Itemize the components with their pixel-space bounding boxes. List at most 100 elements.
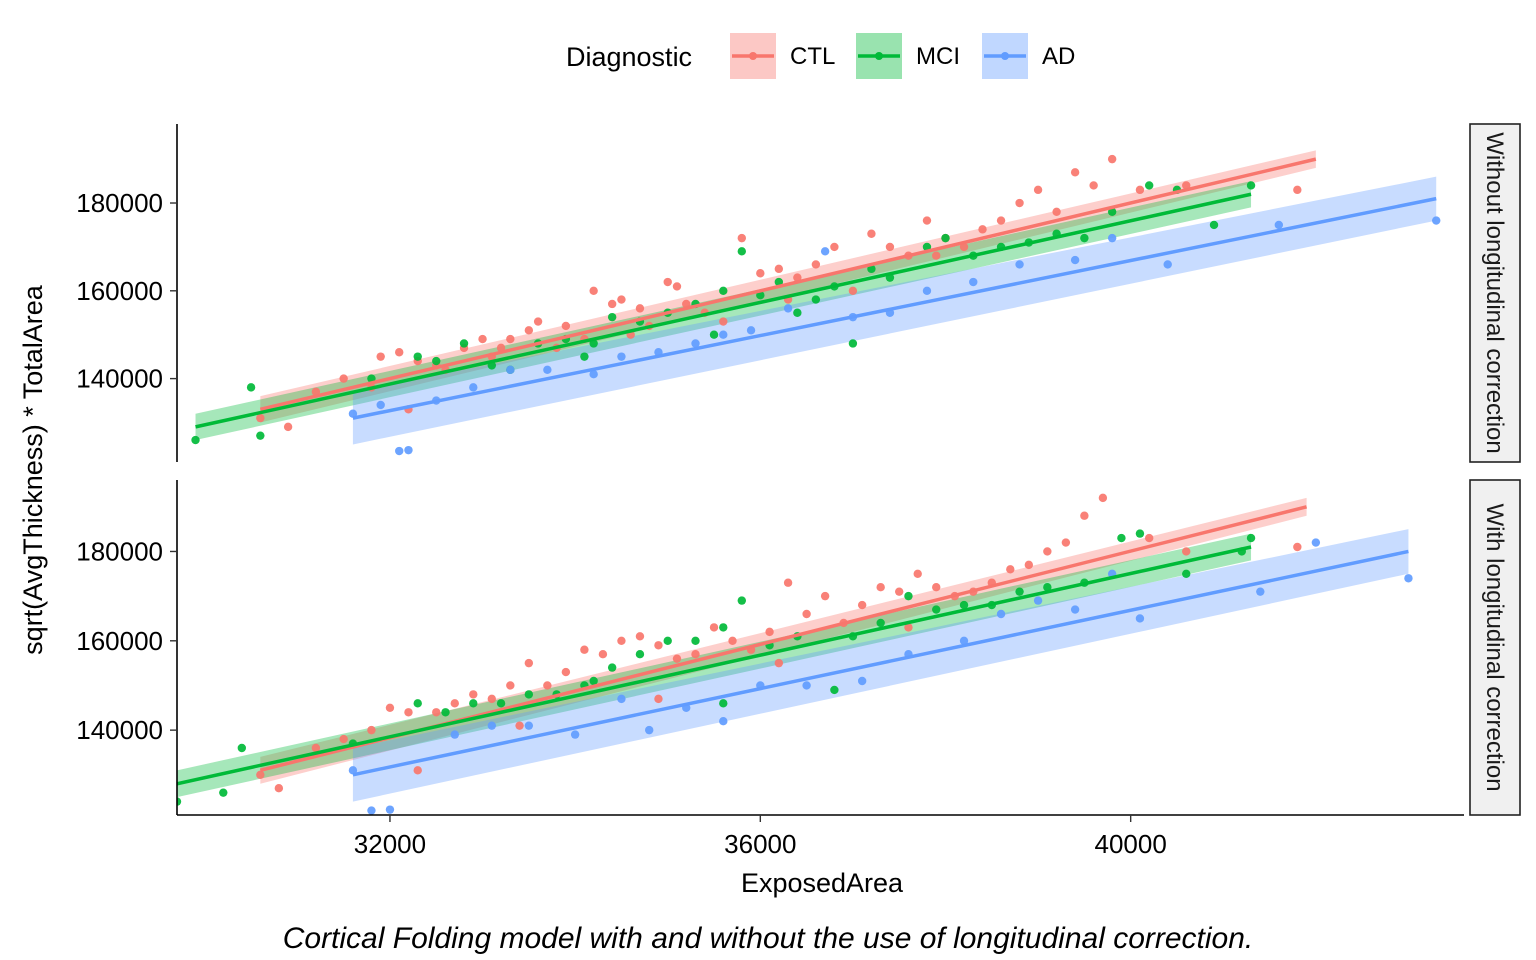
data-point-mci [848,339,858,348]
data-point-ctl [543,681,552,690]
data-point-ctl [561,667,571,677]
data-point-mci [469,699,478,708]
data-point-mci [737,247,746,256]
data-point-mci [1144,181,1154,190]
data-point-ctl [1293,542,1302,552]
data-point-ctl [876,583,885,592]
data-point-ad [719,717,728,726]
data-point-ad [1107,233,1117,243]
data-point-ad [922,286,932,296]
data-point-ctl [376,352,385,361]
data-point-ctl [404,708,413,717]
data-point-ctl [932,583,941,592]
data-point-ctl [589,286,598,296]
data-point-ctl [913,569,922,578]
data-point-mci [691,636,700,645]
data-point-ctl [1033,185,1043,195]
y-axis-title: sqrt(AvgThickness) * TotalArea [18,284,48,655]
data-point-ad [1163,260,1172,269]
data-point-ctl [1182,547,1191,556]
legend-item-ctl: CTL [730,33,835,79]
data-point-ctl [1293,185,1302,195]
data-point-ad [645,725,654,735]
legend-label-ctl: CTL [790,43,835,70]
data-point-ctl [515,721,524,730]
data-point-ad [1256,587,1265,596]
data-point-ctl [1070,168,1080,177]
data-point-mci [941,233,950,243]
confidence-band-ad [352,529,1409,802]
data-point-ctl [283,422,293,432]
data-point-ad [1070,605,1080,614]
panel-2: 140000 160000 180000 With longitudinal corr… [76,479,1521,816]
data-point-ad [820,247,830,256]
data-point-ad [802,681,811,690]
data-point-mci [737,596,746,605]
data-point-ctl [895,587,904,596]
data-point-ctl [663,277,672,287]
data-point-mci [1182,569,1191,578]
figure-caption: Cortical Folding model with and without … [283,922,1254,955]
data-point-ctl [1015,198,1024,208]
data-point-mci [709,330,719,339]
panel-plot-area [177,493,1413,815]
data-point-mci [811,295,821,304]
facet-strip-box [1469,479,1521,816]
data-point-ctl [922,216,932,225]
legend: Diagnostic CTL MCI AD [566,33,1075,79]
facet-strip-label: With longitudinal correction [1481,503,1508,791]
legend-point-ad [1001,52,1009,60]
data-point-ad [617,352,626,361]
data-point-ad [450,730,459,739]
y-tick-label: 160000 [76,626,163,656]
data-point-ctl [1052,207,1061,216]
data-point-ad [404,445,413,455]
data-point-mci [1117,533,1126,543]
data-point-mci [256,431,265,440]
data-point-mci [793,308,802,317]
data-point-ctl [1043,547,1052,556]
data-point-ctl [1089,181,1098,190]
data-point-mci [1015,587,1024,596]
y-tick-label: 180000 [76,536,163,566]
data-point-ctl [635,304,645,313]
data-point-ad [543,365,552,375]
data-point-mci [441,708,450,717]
data-point-mci [719,699,728,708]
x-axis: 32000 36000 40000 [177,814,1464,859]
data-point-ctl [848,286,858,296]
data-point-ad [1070,255,1080,265]
panel-1: 140000 160000 180000 Without longitudinal c… [76,123,1521,463]
data-point-ctl [607,299,617,309]
confidence-band-ctl [260,497,1307,784]
data-point-ctl [904,623,913,632]
data-point-ctl [867,229,876,238]
data-point-mci [589,676,598,686]
data-point-ctl [580,645,589,654]
data-point-mci [607,312,617,322]
data-point-ctl [783,578,793,587]
data-point-ad [570,730,580,739]
x-tick-label: 40000 [1095,829,1167,859]
x-tick-label: 36000 [724,829,796,859]
data-point-ad [487,721,497,730]
data-point-ad [348,766,358,775]
data-point-ctl [395,348,404,357]
facet-strip-label: Without longitudinal correction [1481,132,1508,454]
data-point-ctl [1024,560,1034,570]
data-point-ctl [978,225,987,234]
series-ad [348,538,1413,815]
data-point-ad [376,400,385,410]
legend-label-ad: AD [1042,43,1075,70]
data-point-ad [506,365,515,375]
data-point-ctl [478,334,487,344]
data-point-mci [719,623,728,632]
data-point-ctl [339,374,348,383]
data-point-ctl [1107,154,1117,164]
data-point-ctl [654,694,663,704]
fit-line-mci [195,192,1252,429]
series-ctl [256,493,1302,793]
data-point-ctl [1080,511,1089,520]
data-point-ad [783,304,793,313]
